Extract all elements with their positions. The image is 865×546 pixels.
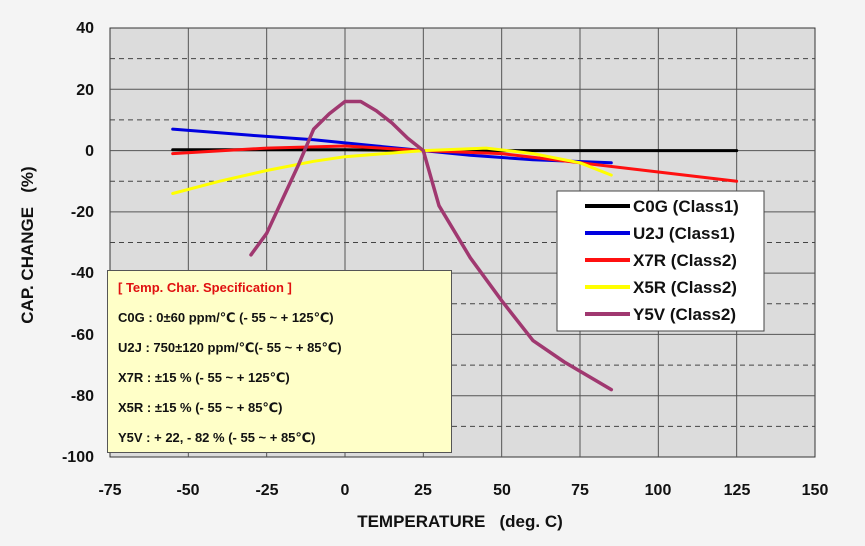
x-tick-label: 50 xyxy=(493,482,511,499)
x-axis-title: TEMPERATURE (deg. C) xyxy=(357,512,563,531)
x-tick-label: 125 xyxy=(724,482,751,499)
y-tick-labels: 40 20 0 -20 -40 -60 -80 -100 xyxy=(62,20,94,466)
legend-label: Y5V (Class2) xyxy=(633,305,736,324)
x-tick-label: 100 xyxy=(645,482,672,499)
legend-label: X7R (Class2) xyxy=(633,251,737,270)
x-tick-label: 150 xyxy=(802,482,829,499)
y-tick-label: -20 xyxy=(71,204,94,221)
series-line-y5v xyxy=(249,99,614,392)
y-tick-label: -100 xyxy=(62,449,94,466)
x-tick-label: 75 xyxy=(571,482,589,499)
legend-label: X5R (Class2) xyxy=(633,278,737,297)
x-tick-label: -50 xyxy=(176,482,199,499)
legend-label: C0G (Class1) xyxy=(633,197,739,216)
y-tick-label: -60 xyxy=(71,327,94,344)
series-lines xyxy=(171,99,739,392)
spec-line-c0g: C0G : 0±60 ppm/℃ (- 55 ~ + 125℃) xyxy=(118,310,334,325)
spec-line-y5v: Y5V : + 22, - 82 % (- 55 ~ + 85℃) xyxy=(118,430,316,445)
x-tick-label: 25 xyxy=(414,482,432,499)
y-tick-label: 0 xyxy=(85,143,94,160)
x-tick-label: -25 xyxy=(255,482,278,499)
legend-label: U2J (Class1) xyxy=(633,224,735,243)
x-tick-label: -75 xyxy=(98,482,121,499)
series-line-x7r xyxy=(171,144,739,183)
y-axis-title: CAP. CHANGE (%) xyxy=(18,166,37,323)
spec-box: [ Temp. Char. Specification ] C0G : 0±60… xyxy=(107,270,452,453)
spec-title: [ Temp. Char. Specification ] xyxy=(118,280,292,295)
y-tick-label: 40 xyxy=(76,20,94,37)
spec-line-u2j: U2J : 750±120 ppm/℃(- 55 ~ + 85℃) xyxy=(118,340,342,355)
legend: C0G (Class1) U2J (Class1) X7R (Class2) X… xyxy=(556,190,765,332)
x-tick-label: 0 xyxy=(341,482,350,499)
y-tick-label: 20 xyxy=(76,82,94,99)
spec-line-x7r: X7R : ±15 % (- 55 ~ + 125℃) xyxy=(118,370,290,385)
series-line-x5r xyxy=(171,146,613,195)
x-tick-labels: -75 -50 -25 0 25 50 75 100 125 150 xyxy=(98,482,828,499)
spec-line-x5r: X5R : ±15 % (- 55 ~ + 85℃) xyxy=(118,400,283,415)
y-tick-label: -80 xyxy=(71,388,94,405)
y-tick-label: -40 xyxy=(71,265,94,282)
